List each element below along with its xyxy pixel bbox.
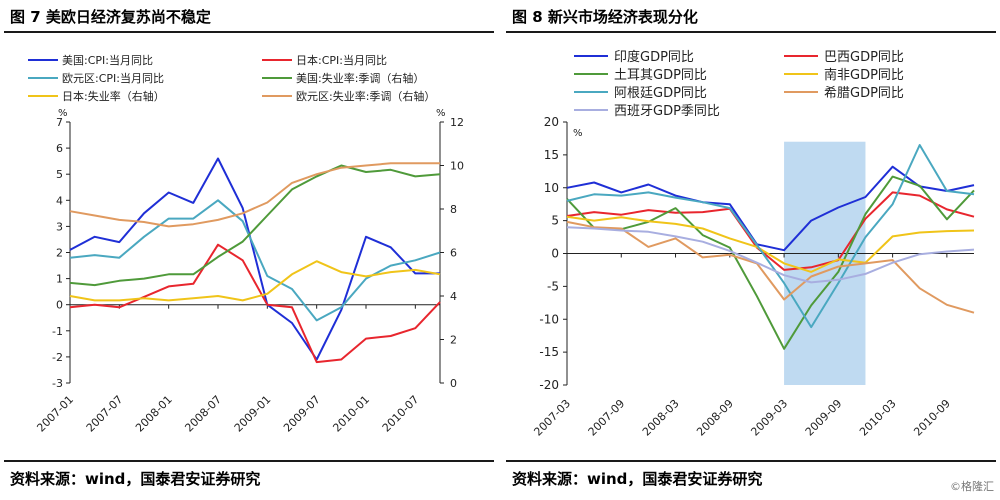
left-y-tick-label: 4 bbox=[56, 194, 63, 207]
legend-label: 美国:失业率:季调（右轴） bbox=[296, 71, 424, 85]
title-rule bbox=[4, 31, 494, 33]
x-tick-label: 2007-01 bbox=[34, 393, 76, 435]
right-y-tick-label: 6 bbox=[450, 247, 457, 260]
x-tick-label: 2009-03 bbox=[748, 397, 790, 439]
series-line bbox=[69, 157, 440, 361]
watermark: ©格隆汇 bbox=[950, 480, 994, 493]
title-rule bbox=[506, 31, 996, 33]
y-tick-label: 10 bbox=[544, 181, 559, 195]
legend-label: 欧元区:失业率:季调（右轴） bbox=[296, 89, 435, 103]
legend-label: 巴西GDP同比 bbox=[824, 50, 904, 65]
left-y-tick-label: 3 bbox=[56, 220, 63, 233]
right-y-tick-label: 0 bbox=[450, 377, 457, 390]
y-tick-label: 5 bbox=[551, 214, 559, 228]
left-axis-unit: % bbox=[58, 108, 68, 119]
y-tick-label: -15 bbox=[539, 345, 559, 359]
figure-7-title: 图 7 美欧日经济复苏尚不稳定 bbox=[10, 8, 211, 26]
series-line bbox=[566, 226, 975, 284]
x-tick-label: 2010-09 bbox=[911, 397, 953, 439]
series-line bbox=[566, 175, 975, 350]
legend-label: 阿根廷GDP同比 bbox=[614, 86, 707, 101]
series-line bbox=[566, 144, 975, 329]
x-tick-label: 2010-03 bbox=[857, 397, 899, 439]
series-line bbox=[566, 215, 975, 273]
x-tick-label: 2009-07 bbox=[281, 393, 323, 435]
y-tick-label: -20 bbox=[539, 378, 559, 392]
legend-label: 土耳其GDP同比 bbox=[614, 68, 707, 83]
left-y-tick-label: 6 bbox=[56, 142, 63, 155]
legend-label: 美国:CPI:当月同比 bbox=[62, 53, 153, 67]
legend-label: 日本:CPI:当月同比 bbox=[296, 53, 387, 67]
y-tick-label: 15 bbox=[544, 148, 559, 162]
x-tick-label: 2007-07 bbox=[84, 393, 126, 435]
right-y-tick-label: 10 bbox=[450, 160, 464, 173]
series-line bbox=[69, 162, 440, 228]
x-tick-label: 2010-01 bbox=[330, 393, 372, 435]
legend-label: 日本:失业率（右轴） bbox=[62, 89, 165, 103]
right-source-note: 资料来源：wind，国泰君安证券研究 bbox=[512, 470, 763, 488]
left-y-tick-label: 7 bbox=[56, 116, 63, 129]
left-panel: 图 7 美欧日经济复苏尚不稳定 美国:CPI:当月同比 日本:CPI:当月同比欧元… bbox=[0, 0, 498, 500]
legend-label: 西班牙GDP季同比 bbox=[614, 104, 720, 119]
x-tick-label: 2009-09 bbox=[803, 397, 845, 439]
series-line bbox=[69, 260, 441, 302]
left-y-tick-label: 0 bbox=[56, 299, 63, 312]
y-tick-label: -5 bbox=[547, 279, 559, 293]
legend-label: 印度GDP同比 bbox=[614, 49, 694, 65]
series-line bbox=[69, 243, 441, 364]
left-y-tick-label: -3 bbox=[52, 377, 63, 390]
x-tick-label: 2008-03 bbox=[640, 397, 682, 439]
left-source-note: 资料来源：wind，国泰君安证券研究 bbox=[10, 470, 261, 488]
source-rule bbox=[506, 460, 996, 462]
x-tick-label: 2007-03 bbox=[531, 397, 573, 439]
left-y-tick-label: 1 bbox=[56, 273, 63, 286]
series-line bbox=[69, 164, 441, 287]
x-tick-label: 2008-01 bbox=[133, 393, 175, 435]
x-tick-label: 2010-07 bbox=[380, 393, 422, 435]
x-tick-label: 2007-09 bbox=[586, 397, 628, 439]
series-line bbox=[566, 220, 975, 314]
legend-label: 希腊GDP同比 bbox=[824, 86, 904, 101]
right-y-tick-label: 2 bbox=[450, 334, 457, 347]
legend-label: 欧元区:CPI:当月同比 bbox=[62, 71, 164, 85]
x-tick-label: 2008-09 bbox=[694, 397, 736, 439]
figure-8-title: 图 8 新兴市场经济表现分化 bbox=[512, 8, 698, 26]
legend-label: 南非GDP同比 bbox=[824, 67, 904, 83]
left-y-tick-label: 2 bbox=[56, 247, 63, 260]
right-y-tick-label: 12 bbox=[450, 116, 464, 129]
series-line bbox=[566, 165, 975, 252]
left-y-tick-label: -2 bbox=[52, 351, 63, 364]
x-tick-label: 2009-01 bbox=[232, 393, 274, 435]
y-axis-unit: % bbox=[573, 128, 583, 139]
right-axis-unit: % bbox=[436, 108, 446, 119]
y-tick-label: -10 bbox=[539, 312, 559, 326]
series-line bbox=[69, 199, 441, 322]
series-line bbox=[566, 191, 975, 271]
left-y-tick-label: 5 bbox=[56, 168, 63, 181]
right-y-tick-label: 8 bbox=[450, 203, 457, 216]
right-y-tick-label: 4 bbox=[450, 290, 457, 303]
right-panel: 图 8 新兴市场经济表现分化 印度GDP同比 巴西GDP同比土耳其GDP同比 南非G… bbox=[502, 0, 1000, 500]
y-tick-label: 20 bbox=[544, 115, 559, 129]
x-tick-label: 2008-07 bbox=[182, 393, 224, 435]
y-tick-label: 0 bbox=[551, 247, 559, 261]
source-rule bbox=[4, 460, 494, 462]
left-y-tick-label: -1 bbox=[52, 325, 63, 338]
